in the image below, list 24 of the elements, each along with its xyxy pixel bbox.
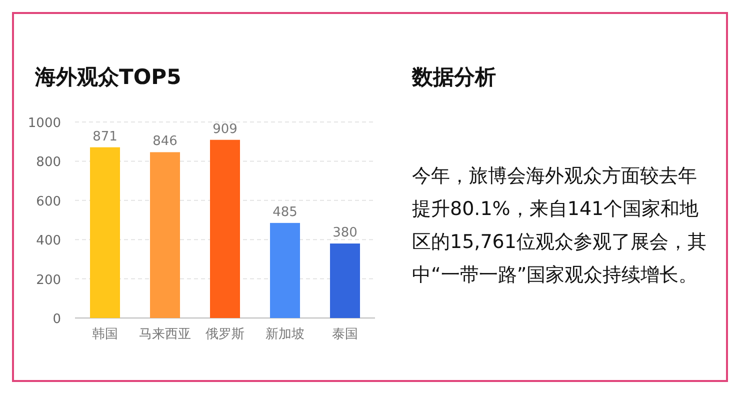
bar <box>270 222 300 318</box>
data-label: 871 <box>92 129 118 144</box>
bar <box>90 147 120 318</box>
bar <box>150 152 180 318</box>
x-tick-label: 马来西亚 <box>139 327 191 342</box>
bar <box>210 140 240 318</box>
data-label: 485 <box>272 204 298 220</box>
y-tick-label: 0 <box>52 312 61 327</box>
data-label: 846 <box>152 134 178 150</box>
y-tick-label: 1000 <box>28 116 61 131</box>
y-tick-label: 800 <box>36 155 61 170</box>
y-tick-label: 400 <box>36 234 61 249</box>
y-tick-label: 200 <box>36 272 61 288</box>
text: 数据分析 <box>412 64 496 91</box>
x-tick-label: 韩国 <box>92 327 118 342</box>
x-tick-label: 新加坡 <box>266 327 304 342</box>
y-tick-label: 600 <box>36 194 61 210</box>
data-label: 380 <box>332 226 358 241</box>
text: 今年，旅博会海外观众方面较去年提升80.1%，来自141个国家和地区的15,761位观众参观了展会，其中“一带一路”国家观众持续增长。 <box>412 164 708 288</box>
data-label: 909 <box>212 122 238 137</box>
bar <box>330 244 360 318</box>
x-tick-label: 泰国 <box>332 327 358 342</box>
x-tick-label: 俄罗斯 <box>206 327 244 342</box>
chart-title: 海外观众TOP5 <box>35 64 182 91</box>
